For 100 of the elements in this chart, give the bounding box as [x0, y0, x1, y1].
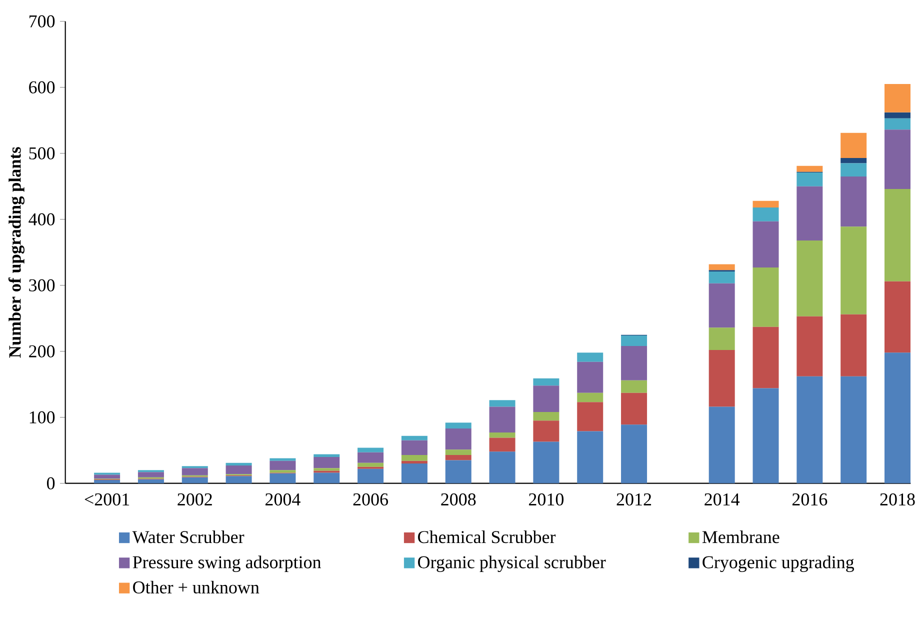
bar	[884, 281, 910, 353]
bar	[182, 468, 208, 476]
bar	[489, 400, 516, 407]
bar	[621, 424, 648, 484]
bar	[270, 473, 296, 484]
bar	[226, 462, 252, 466]
bar	[489, 432, 516, 438]
bar	[314, 472, 340, 484]
bar	[796, 166, 823, 172]
legend-label: Membrane	[702, 530, 780, 544]
bar	[708, 283, 735, 328]
bar	[708, 271, 735, 284]
bar	[401, 436, 428, 440]
bar	[226, 476, 252, 484]
bar	[884, 84, 910, 112]
x-tick-label: 2006	[353, 493, 388, 506]
y-tick-label: 0	[46, 477, 55, 490]
bar	[489, 452, 516, 484]
legend-label: Chemical Scrubber	[418, 530, 556, 544]
bar	[884, 130, 910, 189]
bar	[708, 350, 735, 407]
bar	[445, 422, 472, 429]
bar	[445, 454, 472, 460]
bar	[445, 460, 472, 484]
bar	[445, 428, 472, 450]
bar	[752, 268, 779, 327]
bar	[577, 431, 604, 484]
bar	[401, 440, 428, 455]
bar	[358, 468, 384, 484]
bar	[840, 132, 867, 158]
bar	[533, 442, 560, 484]
y-tick-label: 100	[30, 411, 55, 424]
y-tick-label: 400	[28, 213, 55, 226]
x-tick-label: 2016	[792, 493, 828, 506]
bar	[577, 402, 604, 432]
x-tick-label: 2012	[616, 493, 652, 506]
bar	[621, 380, 648, 393]
bar	[445, 450, 472, 455]
x-tick-label: 2004	[266, 493, 300, 506]
bar	[489, 406, 516, 433]
y-tick-label: 200	[29, 345, 55, 358]
bar	[577, 392, 604, 402]
bar	[577, 362, 604, 393]
bar	[752, 200, 779, 208]
bar	[533, 386, 560, 412]
bar	[752, 207, 779, 222]
legend-label: Pressure swing adsorption	[132, 556, 322, 572]
legend-label: Organic physical scrubber	[418, 556, 606, 572]
bar	[840, 163, 867, 176]
bar	[621, 335, 648, 346]
bar	[840, 226, 867, 314]
bar	[401, 454, 428, 461]
bar	[752, 388, 779, 484]
bar	[270, 460, 296, 470]
bar	[796, 186, 823, 240]
bar	[314, 456, 340, 468]
bar	[314, 454, 340, 457]
x-tick-label: 2002	[178, 493, 212, 506]
bar	[796, 172, 823, 186]
bar	[884, 188, 910, 282]
bar	[840, 376, 867, 484]
y-tick-label: 500	[29, 147, 55, 160]
bar	[182, 477, 208, 484]
x-tick-label: 2014	[704, 493, 740, 506]
bar	[94, 480, 120, 484]
bar	[621, 392, 648, 425]
legend-label: Water Scrubber	[132, 530, 244, 544]
bar	[796, 316, 823, 376]
bar	[401, 464, 428, 484]
bar	[270, 470, 296, 473]
bar	[533, 420, 560, 442]
bar	[840, 158, 867, 164]
x-tick-label: 2010	[528, 493, 564, 506]
x-tick-label: <2001	[84, 493, 130, 506]
y-tick-label: 600	[29, 81, 55, 94]
y-tick-label: 300	[29, 279, 55, 292]
bar	[358, 448, 384, 452]
bar	[358, 452, 384, 463]
bar	[314, 468, 340, 471]
bar	[884, 118, 910, 130]
bar	[226, 466, 252, 474]
bar	[840, 314, 867, 376]
bar	[401, 460, 428, 464]
legend-label: Cryogenic upgrading	[702, 556, 854, 572]
bar	[708, 264, 735, 270]
bar	[533, 378, 560, 386]
bar	[358, 462, 384, 467]
bar	[840, 176, 867, 227]
bar	[796, 376, 823, 484]
bar	[884, 352, 910, 484]
bar	[138, 472, 164, 478]
x-tick-label: 2018	[880, 493, 915, 506]
bar	[884, 112, 910, 118]
bar	[489, 438, 516, 452]
y-axis-title: Number of upgrading plants	[8, 147, 24, 358]
bar	[708, 406, 735, 484]
bar	[752, 221, 779, 268]
bar	[270, 458, 296, 461]
y-tick-label: 700	[29, 15, 55, 28]
bar	[796, 240, 823, 316]
